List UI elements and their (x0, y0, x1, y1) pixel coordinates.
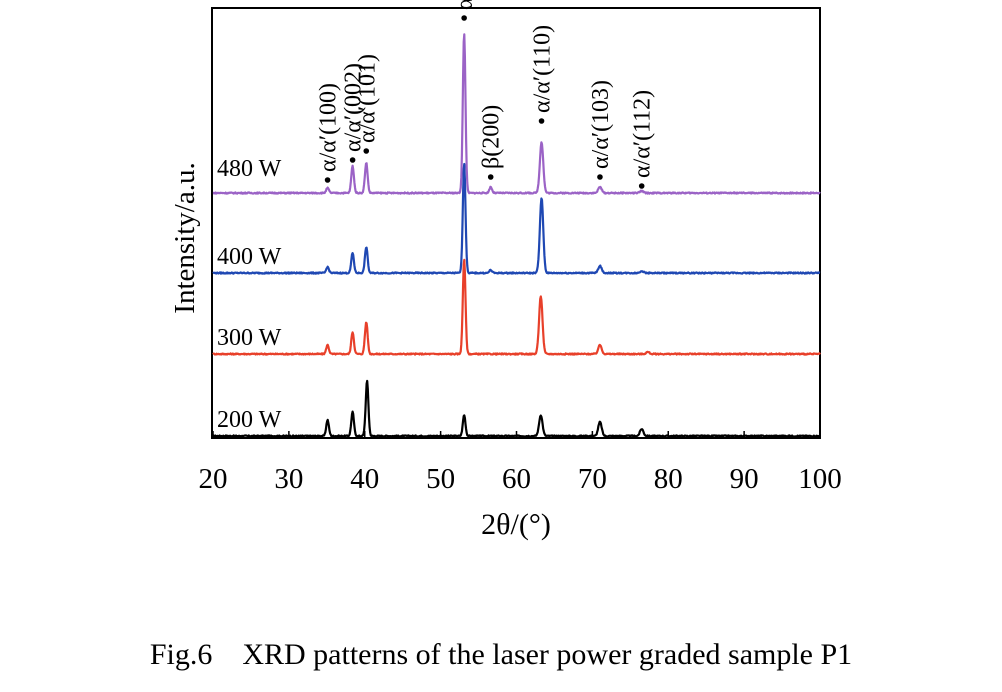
series-line-480w (212, 33, 821, 195)
x-tick-label: 90 (730, 463, 759, 495)
peak-annotation-label: α/α′(103) (588, 80, 614, 169)
x-tick-label: 40 (350, 463, 379, 495)
series-line-300w (212, 258, 821, 356)
series-label: 300 W (217, 325, 282, 351)
peak-marker (638, 183, 645, 189)
series-layer (212, 33, 821, 438)
series-label: 480 W (217, 156, 282, 182)
x-tick-label: 70 (578, 463, 607, 495)
peak-annotation-label: α/α′(102) (452, 0, 478, 10)
x-tick-label: 20 (199, 463, 228, 495)
series-line-400w (212, 162, 821, 275)
figure-caption: Fig.6 XRD patterns of the laser power gr… (0, 638, 1002, 672)
peak-annotation-label: α/α′(002) (341, 63, 367, 152)
series-line-200w (212, 379, 821, 438)
peak-marker (363, 148, 370, 154)
caption-text: XRD patterns of the laser power graded s… (242, 638, 853, 671)
caption-number: Fig.6 (149, 638, 213, 671)
series-label-layer: 200 W 300 W 400 W 480 W (217, 156, 282, 433)
x-tick-label: 50 (426, 463, 455, 495)
peak-annotation-label: β(200) (479, 105, 505, 169)
peak-marker (324, 177, 331, 183)
peak-marker (349, 157, 356, 163)
plot-area-frame (211, 7, 821, 439)
series-label: 400 W (217, 244, 282, 270)
peak-marker (538, 118, 545, 124)
peak-annotation-label: α/α′(100) (316, 83, 342, 172)
peak-marker (487, 174, 494, 180)
peak-marker (461, 15, 467, 21)
peak-marker (597, 174, 603, 180)
peak-annotation-layer: α/α′(100)α/α′(002)α/α′(101) α/α′(102) β(20… (316, 0, 656, 189)
peak-annotation-label: α/α′(112) (630, 90, 656, 178)
peak-annotation-label: α/α′(110) (530, 25, 556, 113)
x-tick-label: 100 (798, 463, 842, 495)
x-tick-label: 30 (274, 463, 303, 495)
x-axis-ticks: 20 30 40 50 60 70 80 90 100 (199, 431, 842, 495)
x-tick-label: 80 (654, 463, 683, 495)
y-axis-label: Intensity/a.u. (169, 162, 201, 313)
x-axis-label: 2θ/(°) (481, 508, 551, 541)
series-label: 200 W (217, 407, 282, 433)
x-tick-label: 60 (502, 463, 531, 495)
peak-annotation-label: α/α′(101) (354, 54, 380, 143)
